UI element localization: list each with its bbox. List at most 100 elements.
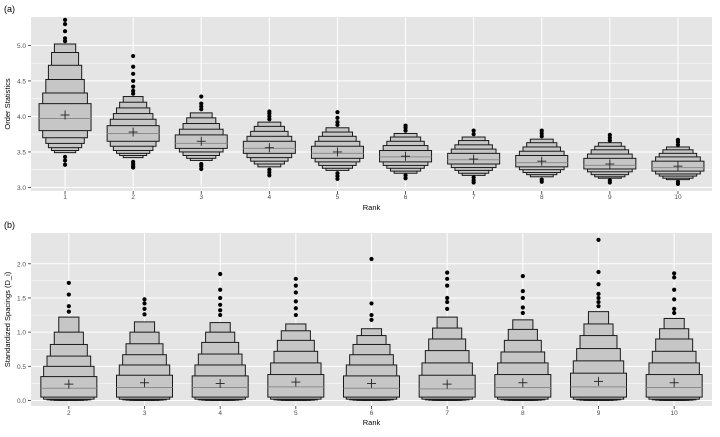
outlier-point — [218, 295, 223, 301]
outlier-point — [199, 94, 204, 99]
outlier-point — [293, 299, 298, 304]
outlier-point — [62, 29, 68, 34]
y-tick-label: 0.0 — [17, 398, 26, 405]
x-tick-label: 8 — [521, 410, 525, 417]
outlier-point — [607, 132, 612, 137]
outlier-point — [335, 110, 340, 115]
y-tick-label: 2.0 — [17, 261, 26, 268]
outlier-point — [62, 158, 68, 163]
outlier-point — [62, 17, 68, 22]
outlier-point — [335, 115, 340, 120]
outlier-point — [675, 179, 681, 184]
outlier-point — [267, 109, 272, 114]
x-axis-label: Rank — [363, 418, 381, 427]
y-tick-label: 5.0 — [17, 43, 26, 50]
outlier-point — [672, 297, 677, 302]
outlier-point — [596, 299, 601, 305]
outlier-point — [62, 162, 68, 167]
outlier-point — [62, 36, 68, 41]
outlier-point — [445, 295, 450, 301]
outlier-point — [672, 310, 677, 316]
outlier-point — [369, 317, 374, 322]
x-tick-label: 2 — [131, 194, 135, 201]
y-tick-label: 1.0 — [17, 330, 26, 337]
x-tick-label: 1 — [63, 194, 67, 201]
outlier-point — [131, 88, 136, 93]
outlier-point — [335, 120, 340, 125]
outlier-point — [369, 312, 374, 318]
outlier-point — [672, 275, 677, 280]
outlier-point — [471, 175, 476, 180]
outlier-point — [218, 287, 223, 292]
x-tick-label: 9 — [597, 410, 601, 417]
outlier-point — [131, 159, 136, 164]
outlier-point — [539, 128, 544, 133]
outlier-point — [445, 276, 450, 281]
outlier-point — [520, 310, 525, 316]
outlier-point — [596, 282, 601, 287]
x-tick-label: 7 — [445, 410, 449, 417]
outlier-point — [403, 123, 408, 128]
x-tick-label: 4 — [218, 410, 222, 417]
outlier-point — [672, 271, 677, 276]
outlier-point — [596, 291, 601, 296]
y-axis-label: Standardized Spacings (D_i) — [3, 271, 12, 367]
x-axis-label: Rank — [363, 203, 381, 212]
outlier-point — [142, 297, 147, 302]
outlier-point — [520, 289, 525, 294]
x-tick-label: 10 — [671, 410, 679, 417]
x-tick-label: 9 — [608, 194, 612, 201]
x-tick-label: 4 — [268, 194, 272, 201]
x-tick-label: 6 — [370, 410, 374, 417]
outlier-point — [403, 173, 408, 178]
outlier-point — [675, 137, 681, 142]
x-tick-label: 2 — [67, 410, 71, 417]
outlier-point — [293, 290, 298, 295]
outlier-point — [445, 283, 450, 288]
x-tick-label: 5 — [336, 194, 340, 201]
y-tick-label: 4.5 — [17, 78, 26, 85]
x-tick-label: 3 — [199, 194, 203, 201]
panel-label: (a) — [4, 4, 15, 14]
outlier-point — [596, 269, 601, 275]
outlier-point — [335, 171, 340, 176]
outlier-point — [369, 256, 374, 262]
outlier-point — [62, 22, 68, 27]
outlier-point — [267, 167, 272, 172]
outlier-point — [539, 177, 544, 182]
y-axis-label: Order Statistics — [3, 78, 12, 130]
outlier-point — [218, 308, 223, 313]
outlier-point — [131, 64, 136, 69]
outlier-point — [520, 273, 525, 279]
outlier-point — [66, 292, 71, 297]
outlier-point — [293, 306, 298, 311]
outlier-point — [199, 161, 204, 167]
outlier-point — [369, 301, 374, 306]
x-tick-label: 8 — [540, 194, 544, 201]
outlier-point — [131, 53, 136, 59]
outlier-point — [520, 295, 525, 301]
outlier-point — [218, 312, 223, 318]
y-tick-label: 4.0 — [17, 114, 26, 121]
outlier-point — [471, 132, 476, 137]
outlier-point — [445, 306, 450, 312]
panel-label: (b) — [4, 220, 15, 230]
outlier-point — [131, 84, 136, 89]
y-tick-label: 1.5 — [17, 295, 26, 302]
x-tick-label: 5 — [294, 410, 298, 417]
outlier-point — [445, 270, 450, 275]
outlier-point — [672, 306, 677, 312]
outlier-point — [66, 309, 71, 314]
outlier-point — [520, 305, 525, 310]
x-tick-label: 3 — [143, 410, 147, 417]
outlier-point — [131, 71, 136, 76]
outlier-point — [66, 304, 71, 309]
outlier-point — [142, 301, 147, 306]
outlier-point — [445, 299, 450, 305]
outlier-point — [66, 280, 71, 286]
outlier-point — [471, 128, 476, 133]
outlier-point — [199, 101, 204, 106]
outlier-point — [596, 304, 601, 309]
